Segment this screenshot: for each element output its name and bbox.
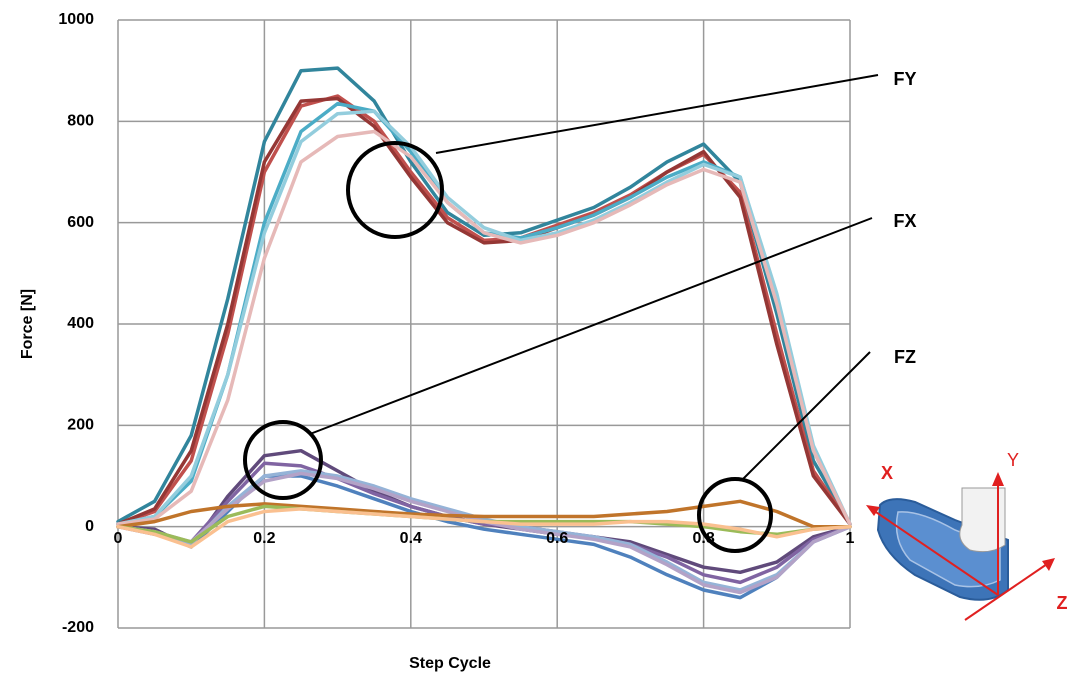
series-line — [118, 99, 850, 525]
annotation-label: FZ — [894, 347, 916, 367]
x-tick-label: 0.2 — [253, 530, 275, 547]
series-line — [118, 96, 850, 524]
arrowhead — [1042, 558, 1055, 571]
annotation-label: FX — [893, 211, 916, 231]
y-tick-label: 600 — [67, 214, 94, 231]
annotation-label: FY — [893, 69, 916, 89]
annotation-line — [436, 75, 878, 153]
y-tick-label: 800 — [67, 113, 94, 130]
y-tick-label: -200 — [62, 619, 94, 636]
y-axis-label: Force [N] — [19, 289, 36, 359]
annotation-circle — [245, 422, 321, 498]
annotation-line — [742, 352, 870, 480]
inset-foot: X Y Z — [866, 450, 1068, 620]
chart: Step Cycle Force [N] X Y Z -200 0 200 400 60… — [0, 0, 1075, 681]
arrowhead — [992, 472, 1004, 486]
x-tick-label: 1 — [846, 530, 855, 547]
x-tick-label: 0 — [114, 530, 123, 547]
plot — [118, 20, 850, 628]
inset-x-label: X — [881, 463, 893, 483]
inset-z-label: Z — [1057, 593, 1068, 613]
annotation-line — [310, 218, 872, 434]
series-line — [118, 104, 850, 524]
y-tick-label: 0 — [85, 518, 94, 535]
x-tick-label: 0.4 — [400, 530, 422, 547]
y-tick-label: 1000 — [58, 11, 94, 28]
inset-y-label: Y — [1007, 450, 1019, 470]
x-tick-label: 0.6 — [546, 530, 568, 547]
series-line — [118, 68, 850, 524]
annotation-circle — [699, 479, 771, 551]
y-tick-label: 200 — [67, 417, 94, 434]
y-tick-label: 400 — [67, 315, 94, 332]
x-axis-label: Step Cycle — [409, 655, 491, 672]
